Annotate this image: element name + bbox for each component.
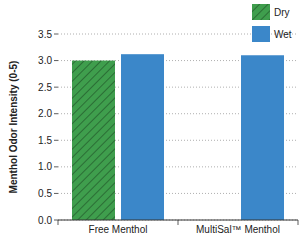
legend-label: Wet: [274, 29, 292, 40]
legend-label: Dry: [274, 7, 290, 18]
tick-label: 2.0: [38, 108, 52, 119]
tick-mark: [54, 60, 58, 61]
tick-label: 2.5: [38, 82, 52, 93]
tick-label: 1.5: [38, 135, 52, 146]
tick-mark: [54, 113, 58, 114]
category-label: MultiSal™ Menthol: [196, 224, 280, 235]
chart: 0.0 0.5 1.0 1.5 2.0 2.5 3.0 3.5 Menthol Odor Int…: [0, 0, 308, 239]
tick-mark: [54, 166, 58, 167]
category-separator: [298, 220, 299, 225]
category-separator: [58, 220, 59, 225]
tick-mark: [54, 193, 58, 194]
tick-mark: [54, 87, 58, 88]
y-axis-label: Menthol Odor Intensity (0-5): [8, 61, 19, 194]
tick-label: 0.0: [38, 215, 52, 226]
tick-label: 3.5: [38, 29, 52, 40]
tick-label: 0.5: [38, 188, 52, 199]
legend-swatch: [252, 26, 270, 42]
legend-swatch: [252, 4, 270, 20]
bar: [72, 61, 115, 220]
tick-mark: [54, 220, 58, 221]
tick-label: 1.0: [38, 161, 52, 172]
category-separator: [178, 220, 179, 225]
tick-label: 3.0: [38, 55, 52, 66]
tick-mark: [54, 34, 58, 35]
bar: [121, 54, 164, 220]
tick-mark: [54, 140, 58, 141]
bar: [241, 55, 284, 220]
category-label: Free Menthol: [89, 224, 148, 235]
bars: [72, 54, 284, 220]
